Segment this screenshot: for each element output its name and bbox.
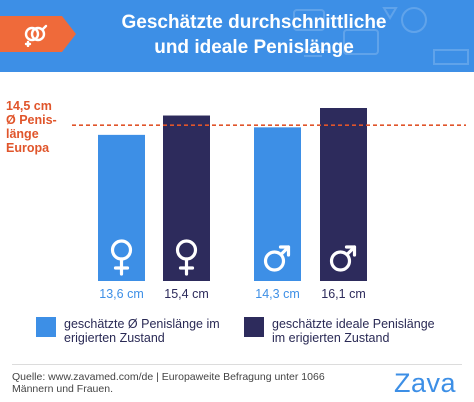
male-symbol-ring	[329, 250, 352, 272]
source-line-1: Quelle: www.zavamed.com/de | Europaweite…	[12, 371, 325, 383]
brand-logo: Zava	[393, 368, 456, 398]
legend-label-ideal: geschätzte ideale Penislänge im erigiert…	[272, 317, 435, 345]
reference-text-line-2: Ø Penis-	[6, 113, 57, 127]
male-symbol-arrow	[278, 245, 291, 257]
gender-symbols-icon	[24, 24, 48, 47]
bar-value-label: 14,3 cm	[255, 287, 299, 301]
bar-chart: 13,6 cm 15,4 cm 14,3 cm 16,1 cm	[72, 108, 466, 301]
legend-label-estimated: geschätzte Ø Penislänge im erigierten Zu…	[64, 317, 220, 345]
legend-item-estimated: geschätzte Ø Penislänge im erigierten Zu…	[36, 317, 220, 345]
source-note: Quelle: www.zavamed.com/de | Europaweite…	[12, 371, 362, 395]
bar-female-ideal	[163, 115, 210, 282]
female-symbol-cross	[113, 257, 130, 276]
bar-value-label: 15,4 cm	[164, 287, 208, 301]
legend-swatch-ideal	[244, 317, 264, 337]
female-symbol-icon	[110, 239, 133, 276]
female-symbol-cross	[178, 257, 195, 276]
male-symbol-ring	[263, 250, 286, 272]
legend-item-ideal: geschätzte ideale Penislänge im erigiert…	[244, 317, 435, 345]
bar-value-label: 13,6 cm	[99, 287, 143, 301]
reference-text-line-3: länge	[6, 127, 39, 141]
title-line-1: Geschätzte durchschnittliche	[121, 12, 387, 33]
header-decoration	[293, 7, 469, 65]
female-symbol-icon	[175, 239, 198, 276]
header-banner: Geschätzte durchschnittliche und ideale …	[0, 0, 474, 72]
male-symbol-icon	[263, 245, 291, 272]
legend-ideal-line-1: geschätzte ideale Penislänge	[272, 317, 435, 331]
source-line-2: Männern und Frauen.	[12, 383, 113, 395]
legend-ideal-line-2: im erigierten Zustand	[272, 331, 390, 345]
reference-value-text: 14,5 cm	[6, 99, 52, 113]
legend-estimated-line-1: geschätzte Ø Penislänge im	[64, 317, 220, 331]
reference-text-line-4: Europa	[6, 141, 50, 155]
logo-badge	[0, 16, 76, 52]
bar-female-estimated	[98, 134, 145, 281]
legend-estimated-line-2: erigierten Zustand	[64, 331, 165, 345]
legend-swatch-estimated	[36, 317, 56, 337]
male-symbol-icon	[329, 245, 357, 272]
page-title: Geschätzte durchschnittliche und ideale …	[84, 10, 424, 60]
reference-label: 14,5 cm Ø Penis- länge Europa	[6, 99, 76, 155]
male-symbol-arrow	[344, 245, 357, 257]
bar-male-estimated	[254, 127, 301, 281]
bar-value-label: 16,1 cm	[321, 287, 365, 301]
title-line-2: und ideale Penislänge	[154, 37, 354, 58]
footer-divider	[12, 364, 462, 365]
bar-male-ideal	[320, 108, 367, 281]
